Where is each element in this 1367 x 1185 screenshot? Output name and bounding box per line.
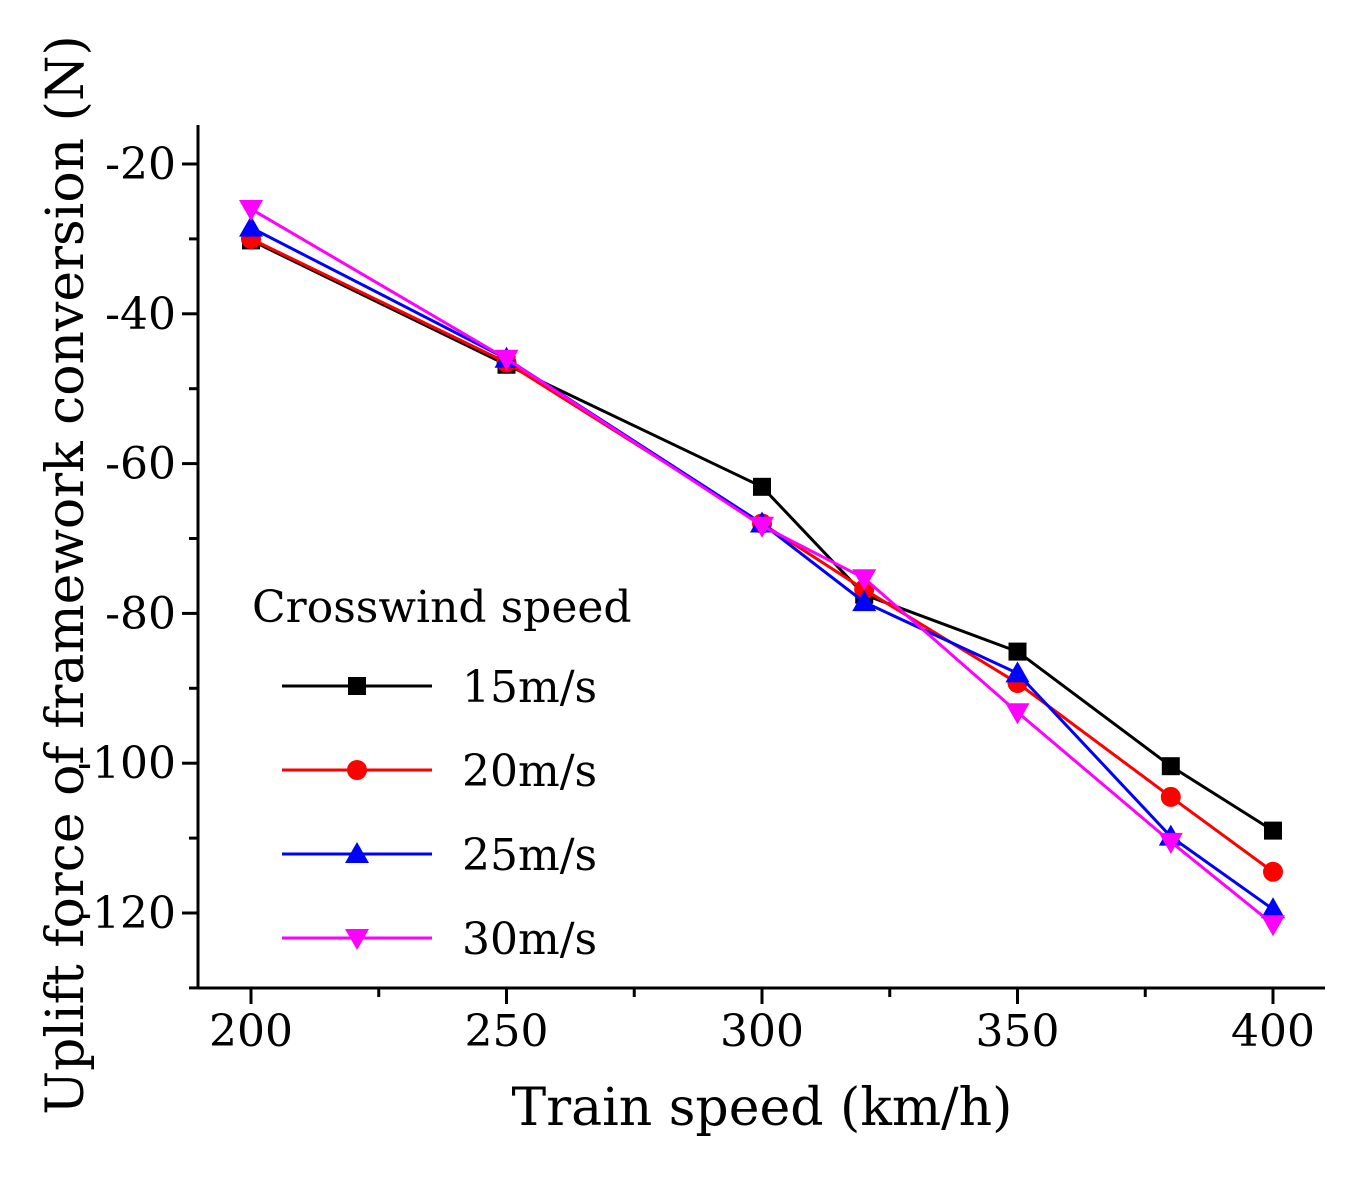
- axes: -20 -40 -60 -80 -100 -120 200 250 300 350 400: [77, 125, 1325, 1057]
- x-tick-label: 300: [720, 1006, 804, 1057]
- y-tick-label: -120: [77, 888, 176, 939]
- data-point: [239, 199, 263, 221]
- data-point: [1263, 861, 1283, 882]
- data-point: [1264, 821, 1282, 840]
- legend-marker: [348, 677, 366, 695]
- x-tick-label: 350: [976, 1006, 1060, 1057]
- legend: Crosswind speed 15m/s 20m/s 25m/s 30m/s: [252, 582, 632, 965]
- data-point: [1005, 661, 1030, 683]
- legend-marker: [345, 842, 369, 863]
- data-point: [753, 477, 771, 496]
- series-line: [250, 237, 1274, 874]
- data-point: [1261, 915, 1285, 937]
- legend-marker: [347, 760, 367, 780]
- y-tick-label: -20: [105, 139, 176, 190]
- series-layer: [239, 199, 1285, 937]
- series-30m-per-s: [239, 199, 1285, 937]
- data-point: [852, 590, 877, 612]
- x-tick-label: 250: [465, 1006, 549, 1057]
- data-point: [494, 349, 519, 371]
- legend-marker: [345, 929, 369, 950]
- data-point: [1261, 897, 1285, 919]
- y-tick-label: -40: [105, 289, 176, 340]
- data-point: [1158, 832, 1183, 854]
- x-axis-title: Train speed (km/h): [512, 1078, 1013, 1138]
- y-tick-label: -60: [105, 439, 176, 490]
- x-tick-label: 200: [209, 1006, 293, 1057]
- series-line: [250, 226, 1274, 911]
- series-25m-per-s: [239, 215, 1285, 919]
- x-tick-label: 400: [1231, 1006, 1315, 1057]
- data-point: [750, 516, 774, 538]
- legend-label: 20m/s: [462, 746, 597, 797]
- data-point: [1005, 703, 1030, 725]
- series-20m-per-s: [241, 228, 1283, 882]
- data-point: [239, 215, 263, 237]
- legend-label: 25m/s: [462, 830, 597, 881]
- data-point: [1161, 757, 1180, 776]
- legend-title: Crosswind speed: [252, 582, 632, 633]
- data-point: [1008, 642, 1027, 661]
- y-tick-label: -100: [77, 738, 176, 789]
- data-point: [1160, 786, 1181, 807]
- y-axis-title: Uplift force of framework conversion (N): [36, 35, 96, 1115]
- y-tick-label: -80: [105, 588, 176, 639]
- legend-label: 15m/s: [462, 662, 597, 713]
- data-point: [852, 569, 877, 591]
- legend-label: 30m/s: [462, 914, 597, 965]
